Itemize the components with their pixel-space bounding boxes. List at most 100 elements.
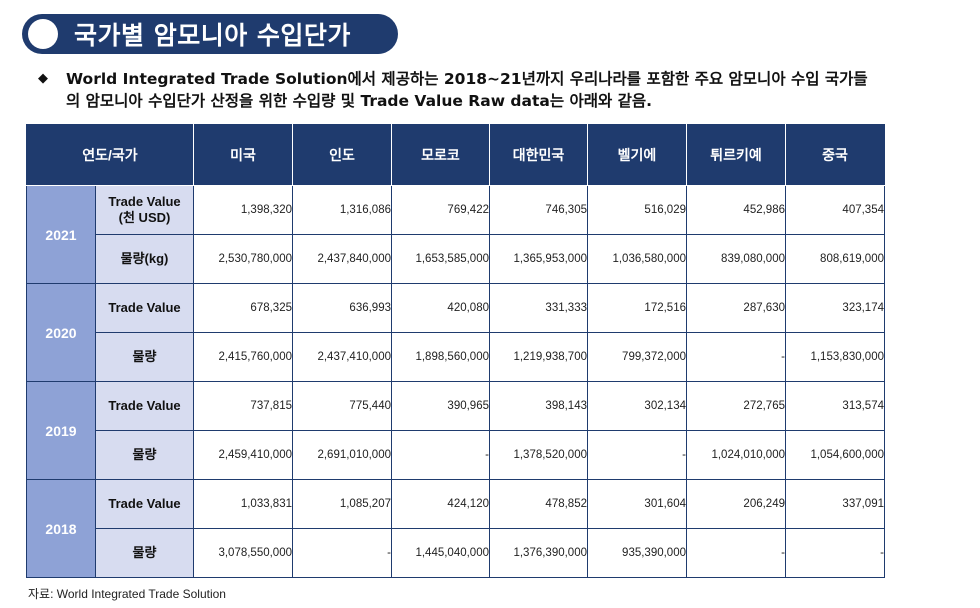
value-cell: 398,143 xyxy=(489,381,588,431)
value-cell: 172,516 xyxy=(587,283,687,333)
value-cell: 746,305 xyxy=(489,185,588,235)
row-label-cell: 물량(kg) xyxy=(95,234,194,284)
header-country: 인도 xyxy=(292,124,392,186)
row-label-cell: 물량 xyxy=(95,332,194,382)
value-cell: 1,365,953,000 xyxy=(489,234,588,284)
value-cell: 2,437,410,000 xyxy=(292,332,392,382)
table-row: 2020 Trade Value 678,325 636,993 420,080 331,… xyxy=(26,283,885,382)
value-cell: - xyxy=(391,430,490,480)
table-row: 물량 3,078,550,000-1,445,040,000 1,376,390,0… xyxy=(27,528,885,578)
header-year-country: 연도/국가 xyxy=(26,124,194,186)
header-country: 대한민국 xyxy=(489,124,588,186)
row-label-cell: 물량 xyxy=(95,528,194,578)
row-label: Trade Value xyxy=(108,300,181,315)
row-label: Trade Value xyxy=(108,398,181,413)
table-row: 물량(kg) 2,530,780,000 2,437,840,000 1,653,58… xyxy=(27,234,885,284)
row-label: 물량 xyxy=(132,349,157,364)
description: ◆ World Integrated Trade Solution에서 제공하는… xyxy=(38,68,878,112)
title-banner: 국가별 암모니아 수입단가 xyxy=(22,14,398,54)
value-cell: 1,378,520,000 xyxy=(489,430,588,480)
header-country: 중국 xyxy=(785,124,885,186)
value-cell: 1,445,040,000 xyxy=(391,528,490,578)
value-cell: 1,398,320 xyxy=(193,185,293,235)
page-title: 국가별 암모니아 수입단가 xyxy=(74,21,351,50)
value-cell: 390,965 xyxy=(391,381,490,431)
value-cell: 2,691,010,000 xyxy=(292,430,392,480)
value-cell: 808,619,000 xyxy=(785,234,885,284)
value-cell: 424,120 xyxy=(391,479,490,529)
value-cell: 1,024,010,000 xyxy=(686,430,786,480)
value-cell: 323,174 xyxy=(785,283,885,333)
description-text: World Integrated Trade Solution에서 제공하는 2… xyxy=(66,70,868,110)
value-cell: 287,630 xyxy=(686,283,786,333)
value-cell: 420,080 xyxy=(391,283,490,333)
row-label: 물량 xyxy=(132,545,157,560)
year-cell: 2021 xyxy=(26,185,96,284)
diamond-bullet-icon: ◆ xyxy=(38,71,48,86)
value-cell: 331,333 xyxy=(489,283,588,333)
row-label-cell: Trade Value (천 USD) xyxy=(95,185,194,235)
row-label: 물량 xyxy=(132,447,157,462)
value-cell: 206,249 xyxy=(686,479,786,529)
header-country: 튀르키예 xyxy=(686,124,786,186)
value-cell: 2,415,760,000 xyxy=(193,332,293,382)
value-cell: 1,316,086 xyxy=(292,185,392,235)
value-cell: 302,134 xyxy=(587,381,687,431)
row-label-cell: Trade Value xyxy=(95,381,194,431)
year-cell: 2018 xyxy=(26,479,96,578)
table-row: 물량 2,415,760,000 2,437,410,000 1,898,560,00… xyxy=(27,332,885,382)
source-note: 자료: World Integrated Trade Solution xyxy=(28,587,226,601)
value-cell: 2,459,410,000 xyxy=(193,430,293,480)
header-country: 모로코 xyxy=(391,124,490,186)
value-cell: 737,815 xyxy=(193,381,293,431)
row-label: Trade Value xyxy=(108,194,181,209)
row-label-cell: Trade Value xyxy=(95,479,194,529)
value-cell: 775,440 xyxy=(292,381,392,431)
value-cell: 1,033,831 xyxy=(193,479,293,529)
year-cell: 2019 xyxy=(26,381,96,480)
value-cell: 452,986 xyxy=(686,185,786,235)
value-cell: 769,422 xyxy=(391,185,490,235)
value-cell: 839,080,000 xyxy=(686,234,786,284)
value-cell: 313,574 xyxy=(785,381,885,431)
year-cell: 2020 xyxy=(26,283,96,382)
value-cell: - xyxy=(292,528,392,578)
value-cell: 2,437,840,000 xyxy=(292,234,392,284)
table-header-row: 연도/국가 미국 인도 모로코 대한민국 벨기에 튀르키예 중국 xyxy=(26,124,885,186)
circle-icon xyxy=(28,19,58,49)
value-cell: 2,530,780,000 xyxy=(193,234,293,284)
value-cell: 516,029 xyxy=(587,185,687,235)
value-cell: 1,036,580,000 xyxy=(587,234,687,284)
value-cell: 1,085,207 xyxy=(292,479,392,529)
import-price-table: 연도/국가 미국 인도 모로코 대한민국 벨기에 튀르키예 중국 2021 Tra… xyxy=(26,124,885,578)
value-cell: 407,354 xyxy=(785,185,885,235)
row-label: Trade Value xyxy=(108,496,181,511)
value-cell: - xyxy=(587,430,687,480)
table-row: 물량 2,459,410,000 2,691,010,000-1,378,520,0… xyxy=(27,430,885,480)
value-cell: 1,898,560,000 xyxy=(391,332,490,382)
value-cell: 1,376,390,000 xyxy=(489,528,588,578)
row-label-cell: Trade Value xyxy=(95,283,194,333)
value-cell: 478,852 xyxy=(489,479,588,529)
value-cell: - xyxy=(785,528,885,578)
table-row: 2021 Trade Value (천 USD) 1,398,320 1,316,086… xyxy=(26,185,885,284)
table-row: 2018 Trade Value 1,033,831 1,085,207 424,120… xyxy=(26,479,885,578)
value-cell: 636,993 xyxy=(292,283,392,333)
value-cell: 337,091 xyxy=(785,479,885,529)
value-cell: - xyxy=(686,332,786,382)
row-label: 물량(kg) xyxy=(120,251,169,266)
value-cell: 1,054,600,000 xyxy=(785,430,885,480)
row-label-unit: (천 USD) xyxy=(118,210,171,225)
value-cell: 1,153,830,000 xyxy=(785,332,885,382)
value-cell: 1,219,938,700 xyxy=(489,332,588,382)
value-cell: 3,078,550,000 xyxy=(193,528,293,578)
value-cell: 1,653,585,000 xyxy=(391,234,490,284)
value-cell: 678,325 xyxy=(193,283,293,333)
value-cell: - xyxy=(686,528,786,578)
value-cell: 272,765 xyxy=(686,381,786,431)
value-cell: 301,604 xyxy=(587,479,687,529)
value-cell: 935,390,000 xyxy=(587,528,687,578)
table-row: 2019 Trade Value 737,815 775,440 390,965 398,… xyxy=(26,381,885,480)
value-cell: 799,372,000 xyxy=(587,332,687,382)
row-label-cell: 물량 xyxy=(95,430,194,480)
